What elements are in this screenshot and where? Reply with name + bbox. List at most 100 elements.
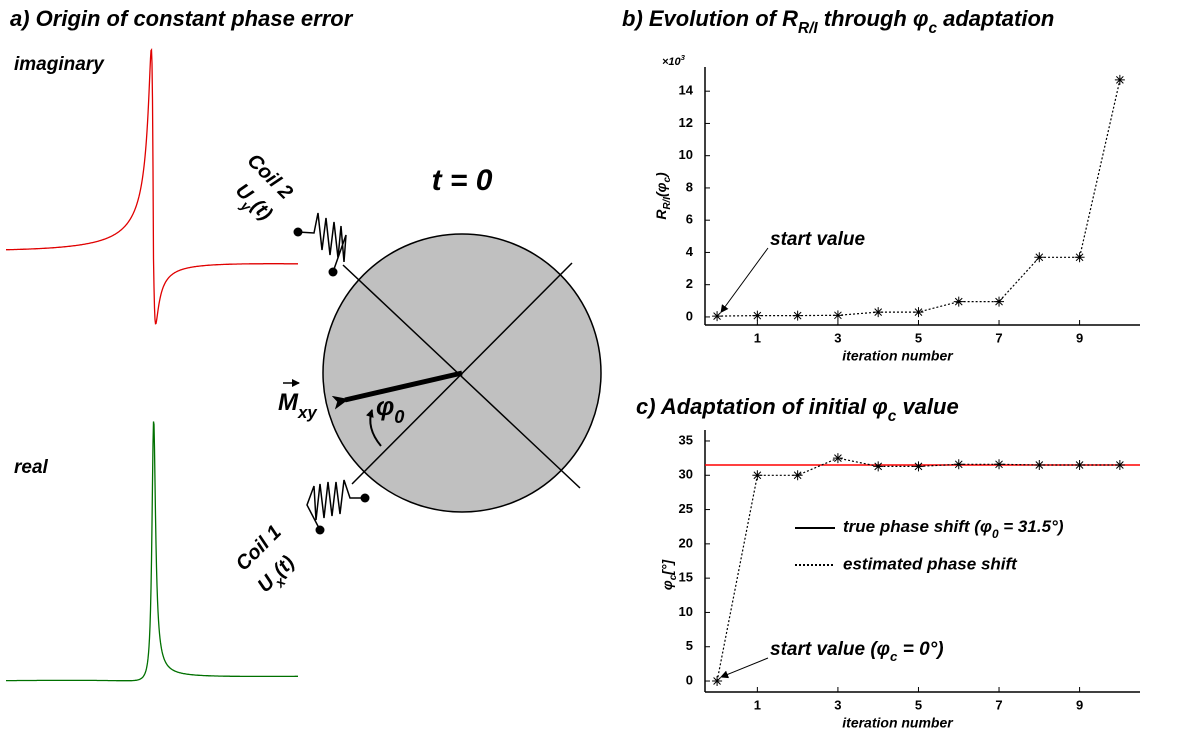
text-part: ×10 <box>662 56 682 68</box>
text-part: φ <box>376 391 394 421</box>
dispersion-curve <box>6 47 298 325</box>
data-point <box>953 296 964 307</box>
text-part: R/I <box>662 197 673 210</box>
data-line <box>716 457 1120 682</box>
x-axis-label: iteration number <box>842 348 954 364</box>
text-part: c <box>668 574 679 580</box>
data-point <box>1074 459 1085 470</box>
chart-title: b) Evolution of RR/I through φc adaptati… <box>622 6 1054 37</box>
text-part: start value (φ <box>770 639 890 660</box>
curve-label: imaginary <box>14 54 105 75</box>
data-point <box>1034 252 1045 263</box>
text-part: = 31.5°) <box>999 517 1064 536</box>
data-line <box>717 79 1121 317</box>
text-part: c <box>662 176 673 182</box>
text-part: c) Adaptation of initial φ <box>636 394 888 419</box>
panel-title: a) Origin of constant phase error <box>10 6 354 31</box>
coil-terminal <box>315 525 325 535</box>
y-tick-label: 15 <box>679 570 693 585</box>
x-tick-label: 7 <box>995 697 1002 712</box>
legend-label: estimated phase shift <box>843 554 1018 573</box>
x-tick-label: 9 <box>1076 697 1083 712</box>
data-point <box>913 461 924 472</box>
y-tick-label: 30 <box>679 467 693 482</box>
y-tick-label: 35 <box>679 432 693 447</box>
data-point <box>792 310 803 321</box>
data-point <box>1114 459 1125 470</box>
coil-label: Coil 2 <box>243 150 297 204</box>
y-tick-label: 2 <box>686 276 693 291</box>
axis-line <box>342 264 581 489</box>
data-point <box>873 307 884 318</box>
data-point <box>913 307 924 318</box>
data-point <box>792 470 803 481</box>
data-point <box>873 461 884 472</box>
absorption-curve <box>6 421 298 682</box>
text-part: 0 <box>394 407 404 427</box>
data-point <box>1074 252 1085 263</box>
y-tick-label: 25 <box>679 501 693 516</box>
angle-label: φ0 <box>376 391 404 427</box>
y-tick-label: 10 <box>679 147 693 162</box>
text-part: ) <box>653 172 669 179</box>
data-point <box>953 459 964 470</box>
text-part: b) Evolution of R <box>622 6 798 31</box>
data-point <box>752 310 763 321</box>
data-point <box>994 459 1005 470</box>
data-point <box>1034 459 1045 470</box>
x-tick-label: 5 <box>915 697 922 712</box>
text-part: through φ <box>818 6 929 31</box>
phase-arc <box>365 409 382 447</box>
time-label: t = 0 <box>432 164 493 197</box>
y-tick-label: 6 <box>686 212 693 227</box>
data-point <box>1114 74 1125 85</box>
annotation: start value (φc = 0°) <box>770 639 944 664</box>
text-part: c <box>928 20 937 37</box>
y-tick-label: 8 <box>686 179 693 194</box>
coil-terminal <box>293 227 303 237</box>
text-part: adaptation <box>937 6 1054 31</box>
text-part: xy <box>297 403 318 422</box>
text-part: M <box>278 389 299 416</box>
x-tick-label: 1 <box>754 330 761 345</box>
y-tick-label: 12 <box>679 115 693 130</box>
chart-title: c) Adaptation of initial φc value <box>636 394 959 425</box>
text-part: c <box>888 408 897 425</box>
x-tick-label: 3 <box>834 697 841 712</box>
legend-label: true phase shift (φ0 = 31.5°) <box>843 517 1064 541</box>
data-point <box>832 453 843 464</box>
text-part: [°] <box>659 559 675 576</box>
text-part: φ <box>659 580 675 590</box>
annotation-arrow <box>720 657 769 679</box>
text-part: true phase shift (φ <box>843 517 992 536</box>
coil-terminal <box>328 267 338 277</box>
y-tick-label: 10 <box>679 604 693 619</box>
data-point <box>712 676 723 687</box>
text-part: c <box>890 649 898 664</box>
y-tick-label: 0 <box>686 672 693 687</box>
x-tick-label: 5 <box>915 330 922 345</box>
data-point <box>832 310 843 321</box>
coil-1 <box>306 479 365 531</box>
annotation-arrow <box>720 247 769 313</box>
magnetization-vector <box>331 370 463 410</box>
y-tick-label: 14 <box>679 83 694 98</box>
y-axis-label: RR/I(φc) <box>653 172 673 220</box>
text-part: value <box>896 394 958 419</box>
y-tick-label: 20 <box>679 535 693 550</box>
y-axis-label: φc[°] <box>659 559 679 591</box>
x-tick-label: 7 <box>995 330 1002 345</box>
text-part: (φ <box>653 182 669 197</box>
text-part: R/I <box>798 20 818 37</box>
data-point <box>712 311 723 322</box>
text-part: 3 <box>681 53 686 62</box>
x-tick-label: 1 <box>754 697 761 712</box>
annotation: start value <box>770 229 865 250</box>
y-tick-label: 5 <box>686 638 693 653</box>
text-part: 0 <box>992 527 999 541</box>
x-tick-label: 9 <box>1076 330 1083 345</box>
coil-2 <box>297 212 347 273</box>
vector-label: Mxy <box>278 389 318 422</box>
curve-label: real <box>14 457 49 478</box>
